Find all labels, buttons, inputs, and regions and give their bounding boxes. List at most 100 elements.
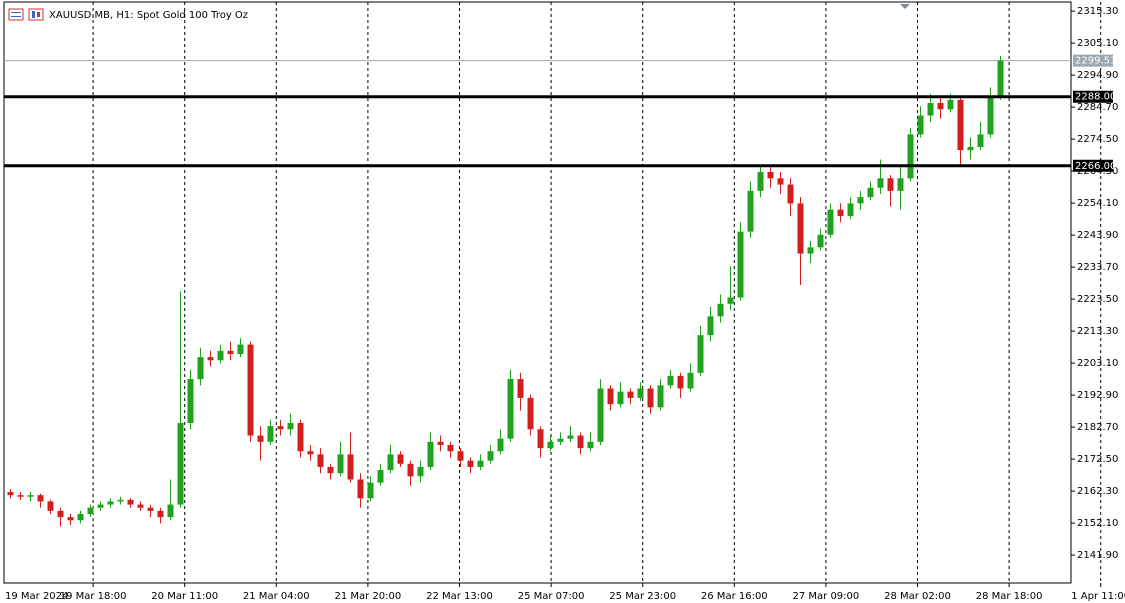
candle-body	[437, 441, 444, 445]
candle-body	[297, 423, 304, 452]
candle-body	[707, 316, 714, 336]
candle-body	[57, 510, 64, 518]
candle-body	[857, 197, 864, 204]
y-tick-label: 2254.10	[1077, 198, 1118, 209]
icon	[37, 12, 40, 17]
candle-body	[547, 441, 554, 449]
candle-body	[507, 379, 514, 439]
candle-body	[417, 466, 424, 477]
candle-body	[157, 510, 164, 518]
candle-body	[957, 99, 964, 151]
y-tick-label: 2141.90	[1077, 550, 1118, 561]
candle-body	[907, 134, 914, 179]
candle-body	[187, 379, 194, 424]
candle-body	[617, 391, 624, 405]
candle-body	[747, 190, 754, 232]
candle-body	[647, 388, 654, 408]
candle-body	[977, 134, 984, 147]
y-tick-label: 2203.10	[1077, 358, 1118, 369]
candle-body	[627, 391, 634, 398]
candle-body	[917, 115, 924, 135]
plot-frame	[3, 1, 1072, 584]
candle-body	[817, 234, 824, 248]
candle-body	[447, 444, 454, 452]
candle-body	[637, 388, 644, 398]
candle-body	[87, 507, 94, 514]
candle-body	[847, 203, 854, 216]
y-tick-label: 2274.50	[1077, 134, 1118, 145]
candle-body	[67, 517, 74, 521]
candle-body	[717, 303, 724, 317]
candle-body	[77, 513, 84, 521]
level-label-bg	[1073, 159, 1113, 172]
candle-body	[347, 454, 354, 480]
candle-body	[17, 495, 24, 497]
y-tick-label: 2315.30	[1077, 6, 1118, 17]
x-tick-label: 26 Mar 16:00	[701, 591, 768, 602]
y-tick-label: 2162.30	[1077, 486, 1118, 497]
candle-body	[317, 454, 324, 467]
candle-body	[407, 463, 414, 477]
candle-body	[487, 451, 494, 461]
candle-body	[937, 103, 944, 110]
x-tick-label: 28 Mar 02:00	[884, 591, 951, 602]
candle-body	[877, 178, 884, 188]
last-price-label: 2299.51	[1075, 56, 1116, 67]
y-tick-label: 2152.10	[1077, 518, 1118, 529]
x-tick-label: 21 Mar 20:00	[335, 591, 402, 602]
x-tick-label: 28 Mar 18:00	[976, 591, 1043, 602]
y-tick-label: 2182.70	[1077, 422, 1118, 433]
candle-body	[337, 454, 344, 474]
candle-body	[497, 438, 504, 452]
candle-body	[237, 344, 244, 354]
icon	[8, 8, 24, 21]
candle-body	[997, 60, 1004, 97]
candle-body	[597, 388, 604, 442]
candle-body	[607, 388, 614, 405]
candle-body	[27, 495, 34, 497]
candle-body	[577, 435, 584, 449]
candle-body	[47, 501, 54, 511]
candle-body	[927, 103, 934, 116]
candle-body	[127, 499, 134, 505]
candle-body	[657, 385, 664, 408]
y-tick-label: 2305.10	[1077, 38, 1118, 49]
candle-body	[207, 357, 214, 361]
x-tick-label: 19 Mar 2024	[5, 591, 68, 602]
candle-body	[767, 172, 774, 179]
icon	[28, 8, 44, 21]
candle-body	[277, 426, 284, 430]
level-label: 2288.00	[1075, 92, 1116, 103]
candle-body	[247, 344, 254, 436]
x-tick-label: 27 Mar 09:00	[793, 591, 860, 602]
candle-body	[567, 435, 574, 439]
candle-body	[387, 454, 394, 471]
candle-body	[177, 423, 184, 505]
x-tick-label: 21 Mar 04:00	[243, 591, 310, 602]
candle-body	[887, 178, 894, 191]
icon	[32, 11, 35, 18]
x-tick-label: 25 Mar 07:00	[518, 591, 585, 602]
candle-body	[307, 451, 314, 455]
candle-body	[197, 357, 204, 380]
candle-body	[667, 375, 674, 386]
candle-body	[557, 438, 564, 442]
candle-body	[777, 178, 784, 185]
candle-body	[327, 466, 334, 474]
candle-body	[687, 372, 694, 389]
candle-body	[117, 499, 124, 502]
candle-body	[897, 178, 904, 191]
y-tick-label: 2172.50	[1077, 454, 1118, 465]
candle-body	[457, 451, 464, 461]
x-tick-label: 25 Mar 23:00	[609, 591, 676, 602]
candle-body	[807, 247, 814, 254]
x-tick-label: 19 Mar 18:00	[60, 591, 127, 602]
level-label: 2266.00	[1075, 161, 1116, 172]
last-price-label-bg	[1073, 54, 1113, 67]
candle-body	[697, 335, 704, 373]
candle-body	[7, 492, 14, 496]
candle-body	[527, 397, 534, 430]
candle-body	[837, 209, 844, 216]
shift-marker	[900, 4, 910, 9]
